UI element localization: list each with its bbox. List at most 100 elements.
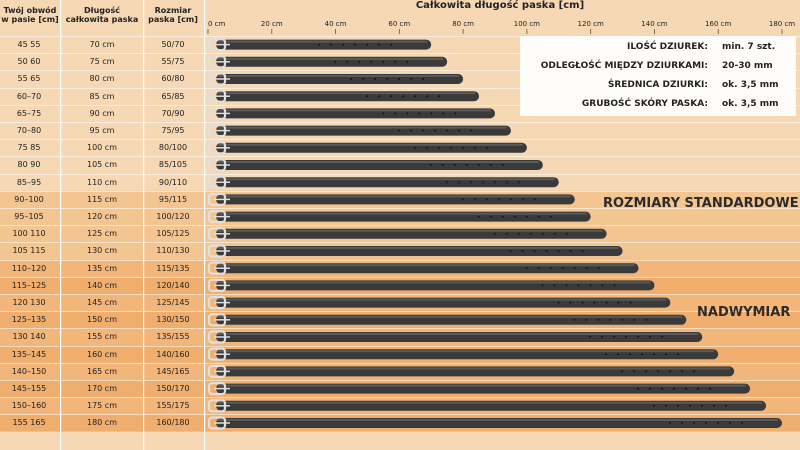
belt-highlight (218, 367, 731, 370)
length-cell: 155 cm (86, 332, 117, 342)
belt-hole (569, 250, 572, 252)
belt-hole (653, 404, 656, 407)
x-tick-label: 120 cm (578, 20, 604, 28)
waist-cell: 150–160 (11, 401, 47, 411)
belt-bar (207, 89, 480, 103)
belt-hole (394, 60, 397, 63)
row-separator (0, 104, 800, 106)
spec-value: 20-30 mm (722, 61, 773, 71)
belt-bar (207, 37, 432, 52)
belt-hole (633, 370, 636, 373)
belt-highlight (218, 40, 428, 43)
belt-hole (525, 215, 528, 218)
belt-hole (461, 146, 464, 149)
belt-hole (533, 250, 536, 252)
belt-hole (645, 318, 648, 321)
size-cell: 145/165 (156, 366, 190, 376)
belt-hole (414, 95, 417, 98)
belt-hole (457, 129, 460, 132)
belt-hole (433, 129, 436, 132)
belt-bar (207, 382, 751, 396)
waist-cell: 135–145 (11, 349, 47, 359)
x-tick-label: 160 cm (705, 20, 731, 28)
length-column-header: Długość całkowita paska (65, 6, 139, 24)
belt-hole (330, 43, 333, 46)
belt-hole (545, 250, 548, 252)
belt-highlight (218, 384, 747, 387)
belt-highlight (218, 229, 603, 232)
spec-value: ok. 3,5 mm (722, 80, 779, 90)
waist-column-header: Twój obwód w pasie [cm] (1, 6, 59, 24)
belt-hole (477, 164, 480, 166)
belt-hole (422, 78, 425, 80)
belt-highlight (218, 195, 571, 198)
row-separator (0, 294, 800, 295)
belt-hole (521, 198, 524, 201)
belt-hole (378, 95, 381, 98)
belt-hole (693, 370, 696, 373)
belt-hole (725, 404, 728, 407)
row-separator (0, 70, 800, 72)
belt-hole (601, 284, 604, 287)
belt-hole (374, 78, 377, 80)
belt-highlight (218, 247, 619, 249)
belt-hole (685, 387, 688, 390)
belt-highlight (218, 401, 763, 404)
belt-highlight (218, 178, 555, 181)
waist-cell: 120 130 (12, 298, 46, 307)
belt-hole (437, 146, 440, 149)
belt-hole (553, 232, 556, 235)
belt-bar (207, 123, 511, 138)
row-separator (0, 156, 800, 158)
waist-cell: 65–75 (16, 108, 42, 118)
belt-bar (207, 192, 575, 206)
belt-hole (477, 215, 480, 218)
belt-hole (382, 60, 385, 63)
belt-hole (669, 370, 672, 373)
belt-hole (366, 95, 369, 98)
length-cell: 70 cm (89, 40, 115, 49)
belt-hole (418, 112, 420, 115)
belt-bar (207, 72, 464, 86)
belt-hole (469, 181, 472, 184)
belt-hole (382, 112, 384, 115)
belt-hole (653, 353, 656, 356)
belt-hole (641, 353, 644, 356)
belt-hole (681, 370, 684, 373)
belt-hole (398, 78, 401, 80)
belt-highlight (218, 315, 683, 318)
belt-hole (429, 164, 432, 166)
length-cell: 100 cm (86, 143, 117, 153)
belt-bar (207, 330, 703, 344)
spec-row: GRUBOŚĆ SKÓRY PASKA: ok. 3,5 mm (520, 95, 796, 113)
waist-cell: 130 140 (12, 332, 46, 342)
belt-bar (207, 261, 639, 275)
belt-bar (207, 278, 655, 292)
length-cell: 130 cm (86, 246, 117, 256)
belt-highlight (218, 161, 539, 163)
waist-cell: 140–150 (11, 366, 47, 376)
spec-value: min. 7 szt. (722, 42, 776, 52)
belt-hole (557, 301, 560, 304)
belt-hole (489, 215, 492, 218)
belt-bar (207, 106, 495, 121)
spec-row: ODLEGŁOŚĆ MIĘDZY DZIURKAMI: 20-30 mm (520, 57, 796, 75)
size-cell: 115/135 (156, 263, 190, 273)
row-separator (0, 276, 800, 278)
belt-hole (661, 336, 664, 338)
length-cell: 120 cm (86, 212, 117, 221)
belt-bar (207, 296, 671, 310)
belt-hole (501, 215, 504, 218)
size-cell: 160/180 (156, 418, 190, 428)
belt-bar (207, 244, 623, 258)
belt-hole (406, 60, 409, 63)
belt-hole (390, 43, 393, 46)
belt-hole (585, 267, 588, 270)
belt-hole (481, 181, 484, 184)
length-cell: 165 cm (86, 366, 117, 376)
belt-hole (493, 232, 496, 235)
belt-hole (517, 181, 520, 184)
belt-highlight (218, 143, 523, 146)
belt-hole (581, 250, 584, 252)
